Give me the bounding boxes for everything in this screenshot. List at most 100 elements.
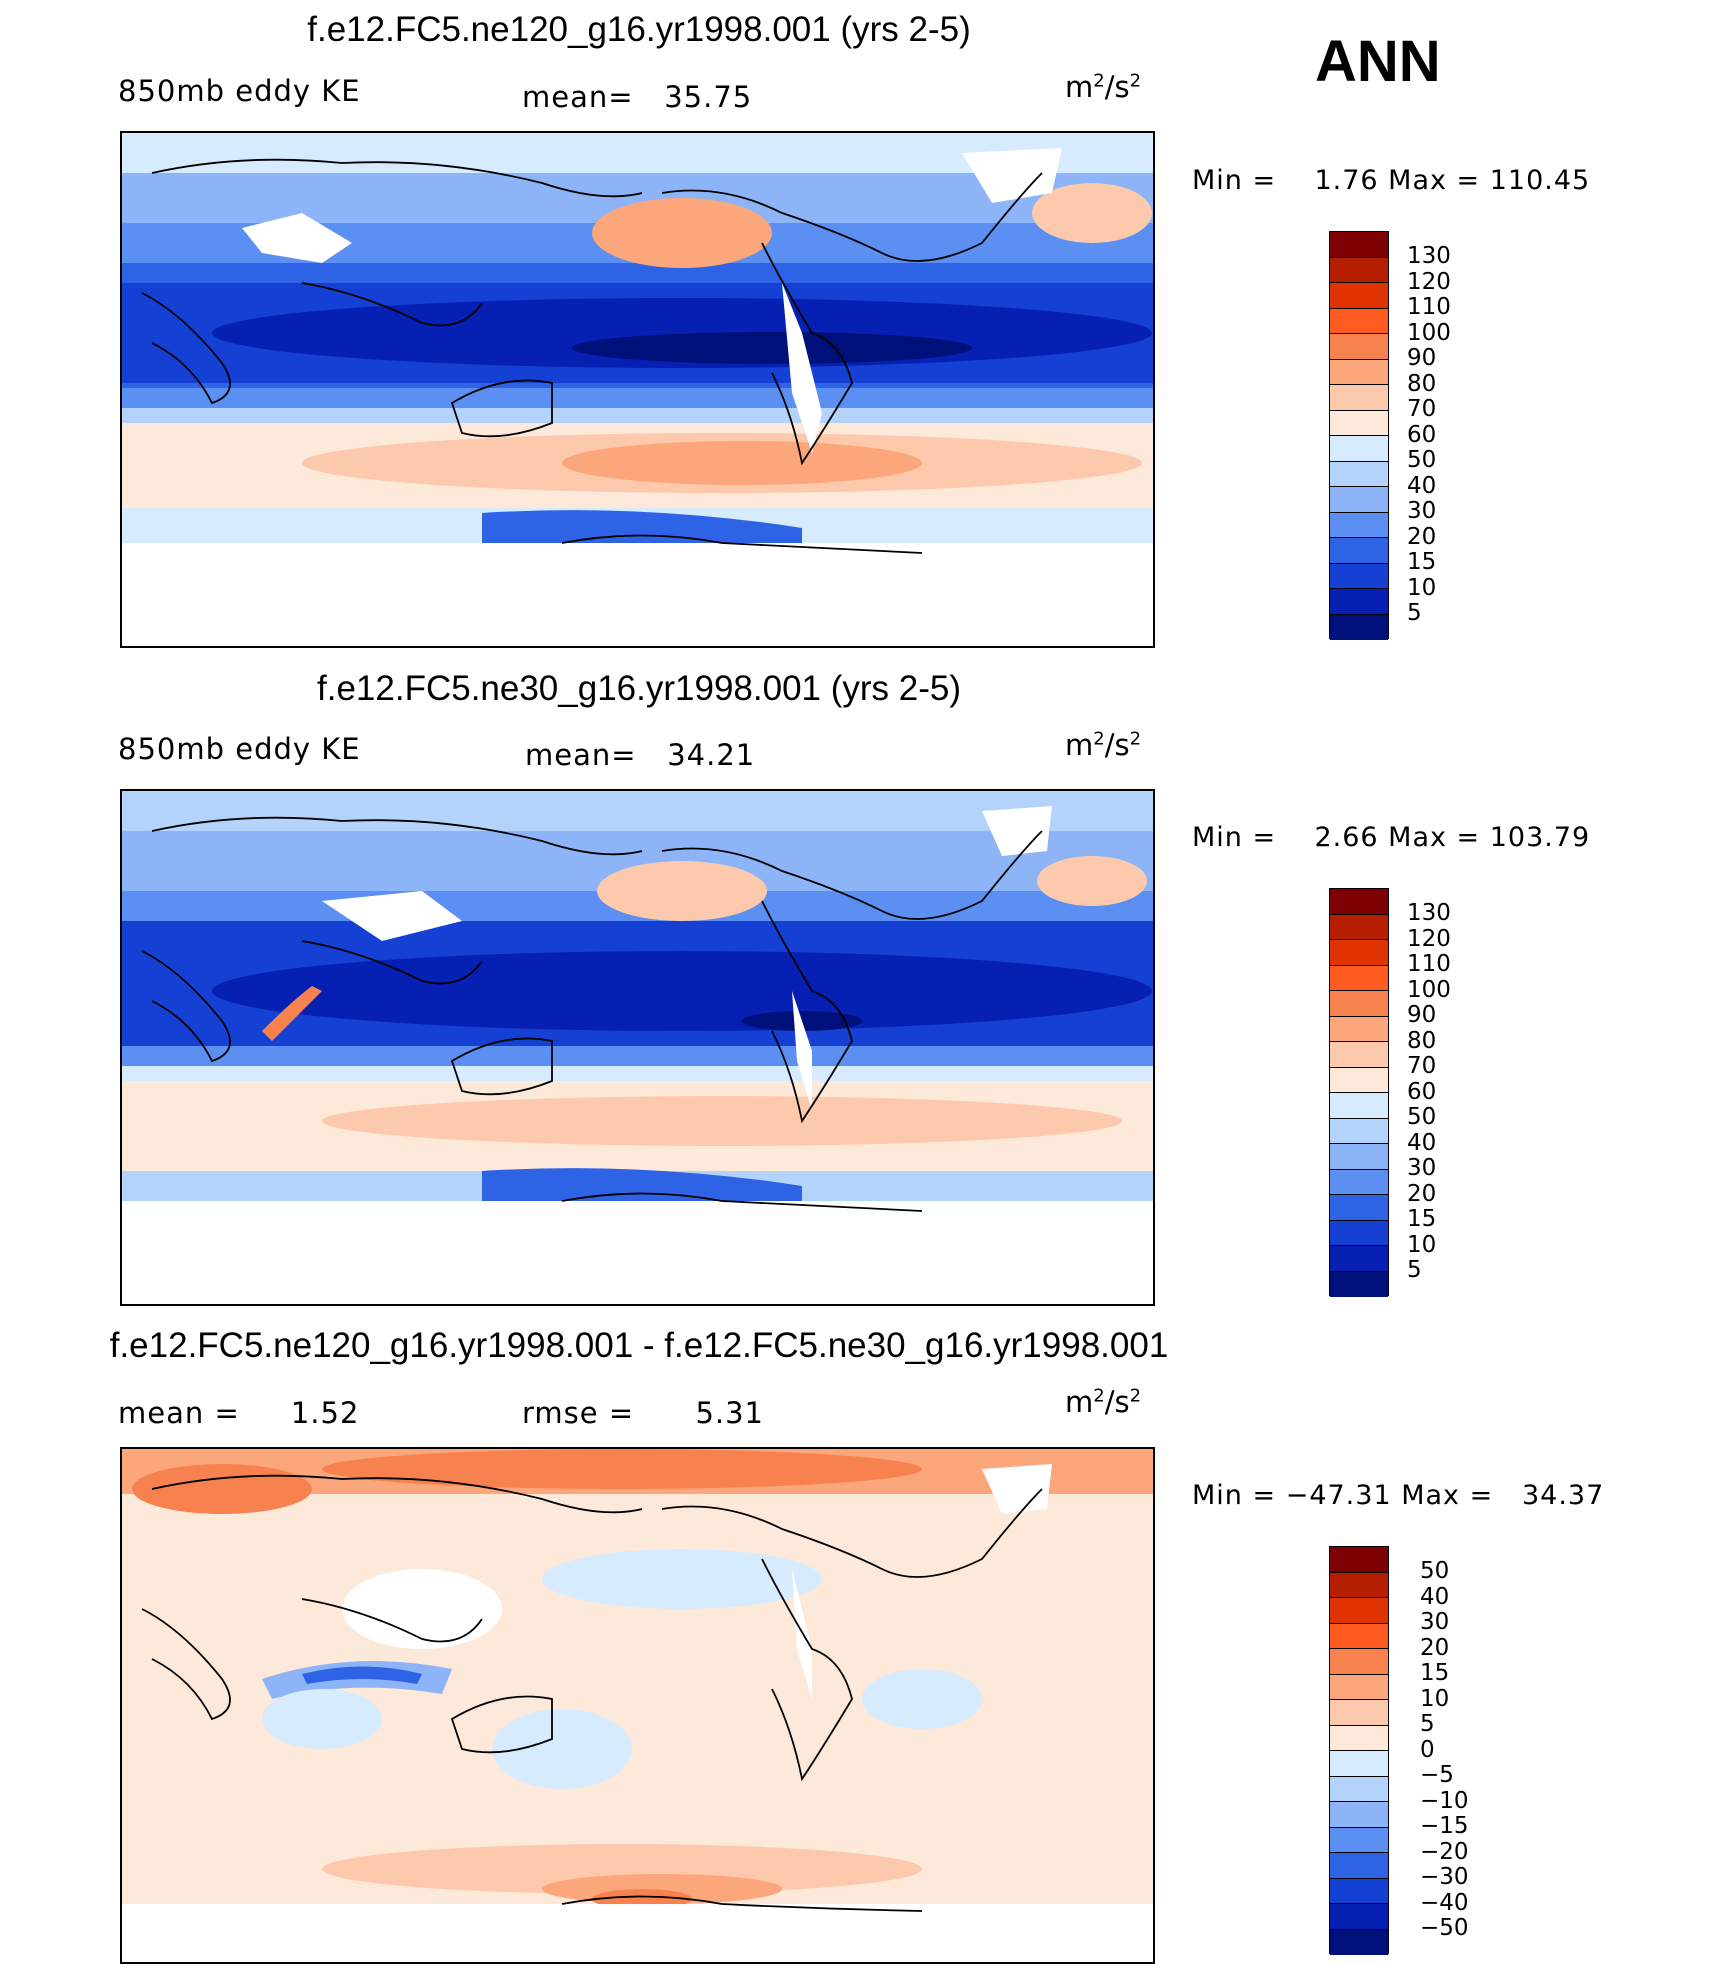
colorbar-swatch xyxy=(1330,1572,1388,1598)
colorbar-label: −10 xyxy=(1420,1787,1469,1814)
colorbar-label: 30 xyxy=(1407,498,1437,524)
colorbar-swatch xyxy=(1330,410,1388,436)
panel-3-map xyxy=(120,1447,1155,1964)
panel-1-map xyxy=(120,131,1155,648)
colorbar-swatch xyxy=(1330,1598,1388,1624)
panel-3-left-label: mean = 1.52 xyxy=(118,1396,360,1430)
colorbar-label: 30 xyxy=(1420,1609,1450,1635)
panel-2-minmax: Min = 2.66 Max = 103.79 xyxy=(1192,822,1591,853)
colorbar-swatch xyxy=(1330,257,1388,283)
panel-1-title: f.e12.FC5.ne120_g16.yr1998.001 (yrs 2-5) xyxy=(307,10,971,49)
colorbar-swatch xyxy=(1330,1623,1388,1649)
colorbar-label: −20 xyxy=(1420,1838,1469,1865)
colorbar-label: 110 xyxy=(1407,294,1451,320)
colorbar-swatch xyxy=(1330,385,1388,411)
panel-2-colorbar xyxy=(1329,888,1389,1297)
colorbar-swatch xyxy=(1330,1751,1388,1777)
panel-3-center-label: rmse = 5.31 xyxy=(522,1396,765,1430)
colorbar-swatch xyxy=(1330,1649,1388,1675)
colorbar-swatch xyxy=(1330,1016,1388,1042)
colorbar-swatch xyxy=(1330,1220,1388,1246)
colorbar-swatch xyxy=(1330,1827,1388,1853)
colorbar-label: −15 xyxy=(1420,1813,1469,1839)
colorbar-swatch xyxy=(1330,1725,1388,1751)
panel-2-map-field xyxy=(122,791,1153,1304)
colorbar-swatch xyxy=(1330,889,1388,915)
panel-2-center-label: mean= 34.21 xyxy=(525,738,756,772)
colorbar-swatch xyxy=(1330,283,1388,309)
panel-1-colorbar xyxy=(1329,231,1389,640)
colorbar-swatch xyxy=(1330,1878,1388,1904)
colorbar-label: −50 xyxy=(1420,1915,1469,1941)
panel-2-map xyxy=(120,789,1155,1306)
colorbar-label: 5 xyxy=(1407,1257,1422,1283)
colorbar-swatch xyxy=(1330,1271,1388,1297)
season-label: ANN xyxy=(1315,29,1441,94)
colorbar-label: 15 xyxy=(1407,549,1437,575)
colorbar-label: 70 xyxy=(1407,1053,1437,1079)
colorbar-label: 90 xyxy=(1407,345,1437,371)
colorbar-swatch xyxy=(1330,436,1388,462)
colorbar-swatch xyxy=(1330,1144,1388,1170)
colorbar-label: 5 xyxy=(1407,600,1422,626)
colorbar-swatch xyxy=(1330,1802,1388,1828)
panel-2-title: f.e12.FC5.ne30_g16.yr1998.001 (yrs 2-5) xyxy=(317,669,961,708)
panel-3-colorbar xyxy=(1329,1546,1389,1955)
colorbar-swatch xyxy=(1330,512,1388,538)
colorbar-label: 40 xyxy=(1407,1129,1437,1156)
colorbar-swatch xyxy=(1330,461,1388,487)
colorbar-label: 20 xyxy=(1420,1634,1450,1661)
colorbar-label: 0 xyxy=(1420,1736,1435,1763)
colorbar-label: 10 xyxy=(1407,1231,1437,1258)
colorbar-label: 40 xyxy=(1420,1583,1450,1610)
colorbar-label: 70 xyxy=(1407,396,1437,422)
colorbar-swatch xyxy=(1330,1246,1388,1272)
colorbar-label: 90 xyxy=(1407,1002,1437,1028)
colorbar-label: 50 xyxy=(1407,447,1437,473)
colorbar-label: 120 xyxy=(1407,925,1451,952)
panel-3-title: f.e12.FC5.ne120_g16.yr1998.001 - f.e12.F… xyxy=(109,1326,1169,1365)
colorbar-label: −30 xyxy=(1420,1864,1469,1890)
colorbar-label: 15 xyxy=(1420,1660,1450,1686)
colorbar-label: 80 xyxy=(1407,370,1437,397)
colorbar-label: 100 xyxy=(1407,319,1451,346)
colorbar-swatch xyxy=(1330,1547,1388,1573)
panel-3-map-field xyxy=(122,1449,1153,1962)
colorbar-swatch xyxy=(1330,1118,1388,1144)
colorbar-swatch xyxy=(1330,940,1388,966)
colorbar-label: 130 xyxy=(1407,243,1451,269)
panel-1-units: m2/s2 xyxy=(1065,70,1142,104)
colorbar-swatch xyxy=(1330,991,1388,1017)
panel-1-minmax: Min = 1.76 Max = 110.45 xyxy=(1192,165,1591,196)
colorbar-label: 10 xyxy=(1420,1685,1450,1712)
colorbar-label: 130 xyxy=(1407,900,1451,926)
colorbar-label: −40 xyxy=(1420,1889,1469,1916)
colorbar-swatch xyxy=(1330,1904,1388,1930)
colorbar-label: 50 xyxy=(1407,1104,1437,1130)
colorbar-label: 10 xyxy=(1407,574,1437,601)
colorbar-swatch xyxy=(1330,308,1388,334)
colorbar-label: 60 xyxy=(1407,421,1437,448)
colorbar-swatch xyxy=(1330,965,1388,991)
colorbar-label: 110 xyxy=(1407,951,1451,977)
colorbar-swatch xyxy=(1330,589,1388,615)
colorbar-label: 60 xyxy=(1407,1078,1437,1105)
colorbar-label: 100 xyxy=(1407,976,1451,1003)
colorbar-swatch xyxy=(1330,487,1388,513)
colorbar-swatch xyxy=(1330,1929,1388,1955)
colorbar-label: 120 xyxy=(1407,268,1451,295)
panel-2-left-label: 850mb eddy KE xyxy=(118,732,361,766)
colorbar-swatch xyxy=(1330,1700,1388,1726)
colorbar-swatch xyxy=(1330,1042,1388,1068)
colorbar-swatch xyxy=(1330,1195,1388,1221)
colorbar-swatch xyxy=(1330,334,1388,360)
colorbar-label: 80 xyxy=(1407,1027,1437,1054)
colorbar-swatch xyxy=(1330,614,1388,640)
colorbar-swatch xyxy=(1330,1093,1388,1119)
panel-1-center-label: mean= 35.75 xyxy=(522,80,753,114)
panel-3-minmax: Min = −47.31 Max = 34.37 xyxy=(1192,1480,1605,1511)
colorbar-swatch xyxy=(1330,538,1388,564)
colorbar-swatch xyxy=(1330,1776,1388,1802)
colorbar-label: −5 xyxy=(1420,1762,1454,1788)
colorbar-swatch xyxy=(1330,563,1388,589)
